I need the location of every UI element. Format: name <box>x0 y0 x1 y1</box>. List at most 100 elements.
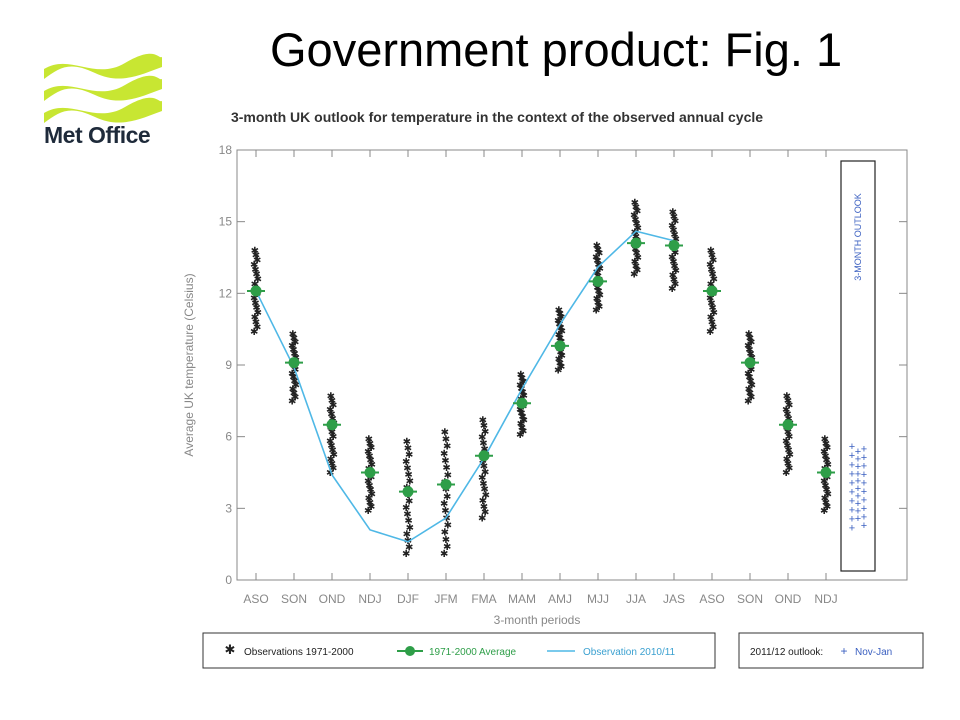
observation-point: ✱ <box>706 260 714 271</box>
observation-point: ✱ <box>708 303 716 314</box>
outlook-point: + <box>849 450 855 462</box>
chart-title: 3-month UK outlook for temperature in th… <box>231 109 763 125</box>
observation-point: ✱ <box>368 460 376 471</box>
observation-point: ✱ <box>290 349 298 360</box>
observation-point: ✱ <box>670 275 678 286</box>
observation-point: ✱ <box>745 385 753 396</box>
observation-point: ✱ <box>364 506 372 517</box>
observation-point: ✱ <box>557 313 565 324</box>
observation-point: ✱ <box>441 528 449 539</box>
legend-outlook: 2011/12 outlook: + Nov-Jan <box>738 632 924 669</box>
observation-point: ✱ <box>444 521 452 532</box>
observation-point: ✱ <box>672 235 680 246</box>
x-tick-label: SON <box>737 592 763 606</box>
observation-point: ✱ <box>784 396 792 407</box>
observation-point: ✱ <box>746 377 754 388</box>
observation-point: ✱ <box>706 327 714 338</box>
observation-point: ✱ <box>744 341 752 352</box>
observation-point: ✱ <box>821 435 829 446</box>
outlook-point: + <box>861 520 867 532</box>
observation-point: ✱ <box>366 456 374 467</box>
observation-point: ✱ <box>632 232 640 243</box>
observation-point: ✱ <box>364 477 372 488</box>
observation-point: ✱ <box>784 428 792 439</box>
average-point <box>250 285 262 297</box>
outlook-point: + <box>861 478 867 490</box>
logo-wave-2 <box>44 75 162 101</box>
outlook-point: + <box>855 461 861 473</box>
observation-point: ✱ <box>480 444 488 455</box>
outlook-point: + <box>849 468 855 480</box>
observation-point: ✱ <box>441 456 449 467</box>
observation-point: ✱ <box>670 212 678 223</box>
observation-point: ✱ <box>254 275 262 286</box>
observation-point: ✱ <box>326 468 334 479</box>
observation-point: ✱ <box>707 313 715 324</box>
average-point <box>326 419 338 431</box>
observation-point: ✱ <box>668 253 676 264</box>
observation-point: ✱ <box>366 439 374 450</box>
outlook-point: + <box>849 477 855 489</box>
observation-point: ✱ <box>516 381 524 392</box>
outlook-point: + <box>849 513 855 525</box>
observation-point: ✱ <box>784 446 792 457</box>
temperature-outlook-chart: 3-month UK outlook for temperature in th… <box>182 109 924 669</box>
observation-point: ✱ <box>747 337 755 348</box>
observation-point: ✱ <box>823 502 831 513</box>
observation-point: ✱ <box>706 294 714 305</box>
observation-point: ✱ <box>784 459 792 470</box>
legend-main-box <box>202 632 716 669</box>
x-tick-label: JJA <box>626 592 646 606</box>
observation-point: ✱ <box>291 337 299 348</box>
outlook-point: + <box>861 486 867 498</box>
observation-point: ✱ <box>444 470 452 481</box>
observation-point: ✱ <box>402 549 410 560</box>
observation-point: ✱ <box>520 391 528 402</box>
y-tick-label: 15 <box>219 215 233 229</box>
observation-point: ✱ <box>518 374 526 385</box>
observation-point: ✱ <box>516 430 524 441</box>
observation-point: ✱ <box>668 284 676 295</box>
observation-point: ✱ <box>517 370 525 381</box>
observation-point: ✱ <box>328 446 336 457</box>
average-point <box>554 340 566 352</box>
observation-point: ✱ <box>442 463 450 474</box>
observation-point: ✱ <box>250 294 258 305</box>
outlook-point: + <box>861 495 867 507</box>
observation-point: ✱ <box>405 543 413 554</box>
observation-point: ✱ <box>783 410 791 421</box>
legend-obs-marker: ✱ <box>225 642 236 657</box>
observation-point: ✱ <box>518 412 526 423</box>
observation-point: ✱ <box>251 246 259 257</box>
observation-point: ✱ <box>479 496 487 507</box>
observation-point: ✱ <box>289 385 297 396</box>
observation-point: ✱ <box>709 255 717 266</box>
observation-point: ✱ <box>782 468 790 479</box>
observation-point: ✱ <box>593 268 601 279</box>
observation-point: ✱ <box>251 298 259 309</box>
observation-point: ✱ <box>327 410 335 421</box>
observation-point: ✱ <box>327 441 335 452</box>
observation-point: ✱ <box>440 449 448 460</box>
average-point <box>782 419 794 431</box>
observation-point: ✱ <box>631 215 639 226</box>
observation-point: ✱ <box>251 279 259 290</box>
x-tick-label: MAM <box>508 592 536 606</box>
y-tick-label: 12 <box>219 286 233 300</box>
observation-point: ✱ <box>669 271 677 282</box>
observation-point: ✱ <box>443 442 451 453</box>
observation-point: ✱ <box>822 485 830 496</box>
observation-point: ✱ <box>402 503 410 514</box>
observation-point: ✱ <box>328 428 336 439</box>
observation-point: ✱ <box>555 306 563 317</box>
observation-point: ✱ <box>822 456 830 467</box>
observation-point: ✱ <box>632 219 640 230</box>
outlook-point: + <box>849 522 855 534</box>
outlook-point: + <box>855 476 861 488</box>
observation-point: ✱ <box>593 294 601 305</box>
observation-point: ✱ <box>518 423 526 434</box>
observation-point: ✱ <box>365 494 373 505</box>
observation-point: ✱ <box>744 396 752 407</box>
y-tick-label: 18 <box>219 143 233 157</box>
x-tick-label: ASO <box>243 592 268 606</box>
